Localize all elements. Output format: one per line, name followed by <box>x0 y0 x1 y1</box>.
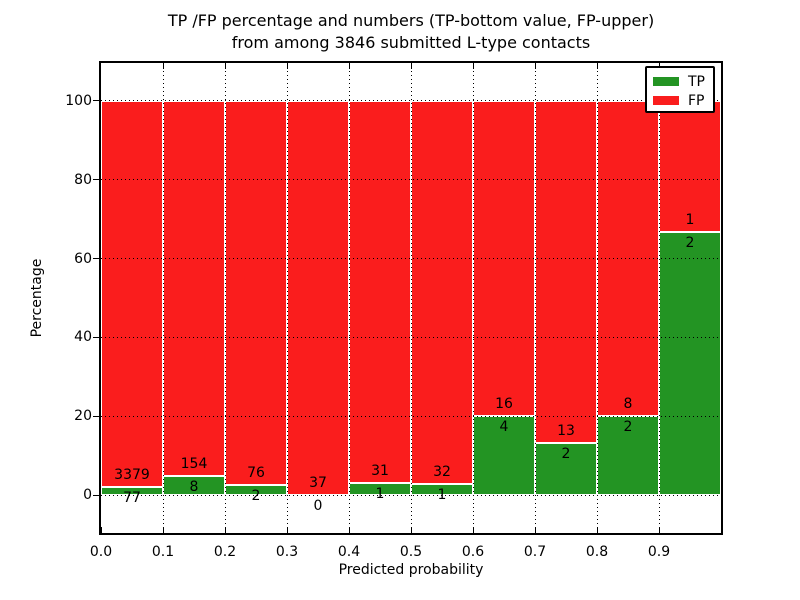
y-tick-label: 60 <box>74 250 92 267</box>
fp-count-label: 13 <box>557 422 575 439</box>
fp-count-label: 8 <box>623 396 633 413</box>
bar-segment-fp <box>411 100 473 484</box>
fp-count-label: 37 <box>309 475 327 492</box>
x-axis-tick-top <box>286 63 288 69</box>
x-axis-tick <box>534 527 536 533</box>
tp-count-label: 4 <box>499 419 509 436</box>
y-tick-label: 0 <box>83 487 92 504</box>
gridline-vertical <box>286 63 288 533</box>
bar-segment-fp <box>101 100 163 487</box>
gridline-vertical <box>410 63 412 533</box>
y-axis-tick <box>93 100 100 102</box>
fp-count-label: 32 <box>433 463 451 480</box>
fp-count-label: 31 <box>371 463 389 480</box>
bar-segment-fp <box>349 100 411 484</box>
x-tick-label: 0.2 <box>213 544 237 560</box>
x-tick-label: 0.5 <box>399 544 423 560</box>
x-tick-label: 0.0 <box>89 544 113 560</box>
y-axis-tick <box>93 494 100 496</box>
tp-count-label: 2 <box>561 445 571 462</box>
fp-count-label: 1 <box>685 212 695 229</box>
x-axis-tick-top <box>348 63 350 69</box>
tp-count-label: 1 <box>437 486 447 503</box>
x-axis-tick-top <box>596 63 598 69</box>
y-axis-tick <box>93 179 100 180</box>
bar-segment-fp <box>163 100 225 476</box>
x-axis-tick-top <box>410 63 412 69</box>
fp-count-label: 154 <box>180 455 208 472</box>
legend-entry-tp: TP <box>653 72 713 91</box>
x-axis-tick-top <box>472 63 474 69</box>
x-tick-label: 0.7 <box>523 544 547 560</box>
x-axis-tick <box>286 527 288 533</box>
legend-label-tp: TP <box>688 73 705 90</box>
gridline-vertical <box>162 63 164 533</box>
x-axis-tick <box>224 527 226 533</box>
x-axis-tick-top <box>224 63 226 69</box>
tp-count-label: 8 <box>189 478 199 495</box>
x-axis-tick <box>100 527 102 533</box>
legend-swatch-tp <box>653 77 679 86</box>
bar-segment-tp <box>535 442 597 496</box>
x-axis-tick-top <box>534 63 536 69</box>
tp-count-label: 2 <box>685 235 695 252</box>
x-axis-label: Predicted probability <box>338 562 484 578</box>
legend-entry-fp: FP <box>653 91 713 110</box>
gridline-vertical <box>224 63 226 533</box>
bar-segment-fp <box>659 100 721 233</box>
x-tick-label: 0.4 <box>337 544 361 560</box>
x-axis-tick <box>410 527 412 533</box>
x-tick-label: 0.9 <box>647 544 671 560</box>
legend: TP FP <box>645 66 715 113</box>
tp-count-label: 1 <box>375 486 385 503</box>
x-tick-label: 0.3 <box>275 544 299 560</box>
x-tick-label: 0.1 <box>151 544 175 560</box>
bar-segment-fp <box>287 100 349 496</box>
y-tick-label: 100 <box>65 92 92 109</box>
fp-count-label: 3379 <box>114 466 150 483</box>
gridline-vertical <box>472 63 474 533</box>
x-axis-tick <box>596 527 598 533</box>
gridline-vertical <box>658 63 660 533</box>
chart-title-line1: TP /FP percentage and numbers (TP-bottom… <box>167 11 655 30</box>
gridline-vertical <box>596 63 598 533</box>
bar-segment-fp <box>535 100 597 443</box>
legend-label-fp: FP <box>688 92 705 109</box>
legend-swatch-fp <box>653 96 679 105</box>
chart-title: TP /FP percentage and numbers (TP-bottom… <box>100 10 722 54</box>
bar-segment-tp <box>659 232 721 496</box>
x-tick-label: 0.8 <box>585 544 609 560</box>
gridline-vertical <box>534 63 536 533</box>
y-tick-label: 40 <box>74 329 92 346</box>
x-axis-tick <box>162 527 164 533</box>
x-tick-label: 0.6 <box>461 544 485 560</box>
tp-count-label: 77 <box>123 489 141 506</box>
x-axis-tick <box>658 527 660 533</box>
x-axis-tick-top <box>162 63 164 69</box>
tp-count-label: 0 <box>313 498 323 515</box>
gridline-vertical <box>348 63 350 533</box>
bar-segment-fp <box>225 100 287 486</box>
y-axis-tick <box>93 336 100 338</box>
tp-count-label: 2 <box>623 419 633 436</box>
fp-count-label: 16 <box>495 396 513 413</box>
y-tick-label: 80 <box>74 171 92 188</box>
x-axis-tick <box>348 527 350 533</box>
x-axis-tick <box>472 527 474 533</box>
fp-count-label: 76 <box>247 465 265 482</box>
y-axis-tick <box>93 258 100 259</box>
tp-count-label: 2 <box>251 488 261 505</box>
y-axis-tick <box>93 415 100 417</box>
chart-title-line2: from among 3846 submitted L-type contact… <box>231 33 591 52</box>
plot-area: 3379 77 154 8 76 2 37 0 31 1 32 1 16 4 13 2 8 2 1 2 <box>99 61 723 535</box>
y-tick-label: 20 <box>74 408 92 425</box>
y-axis-label: Percentage <box>29 258 45 338</box>
